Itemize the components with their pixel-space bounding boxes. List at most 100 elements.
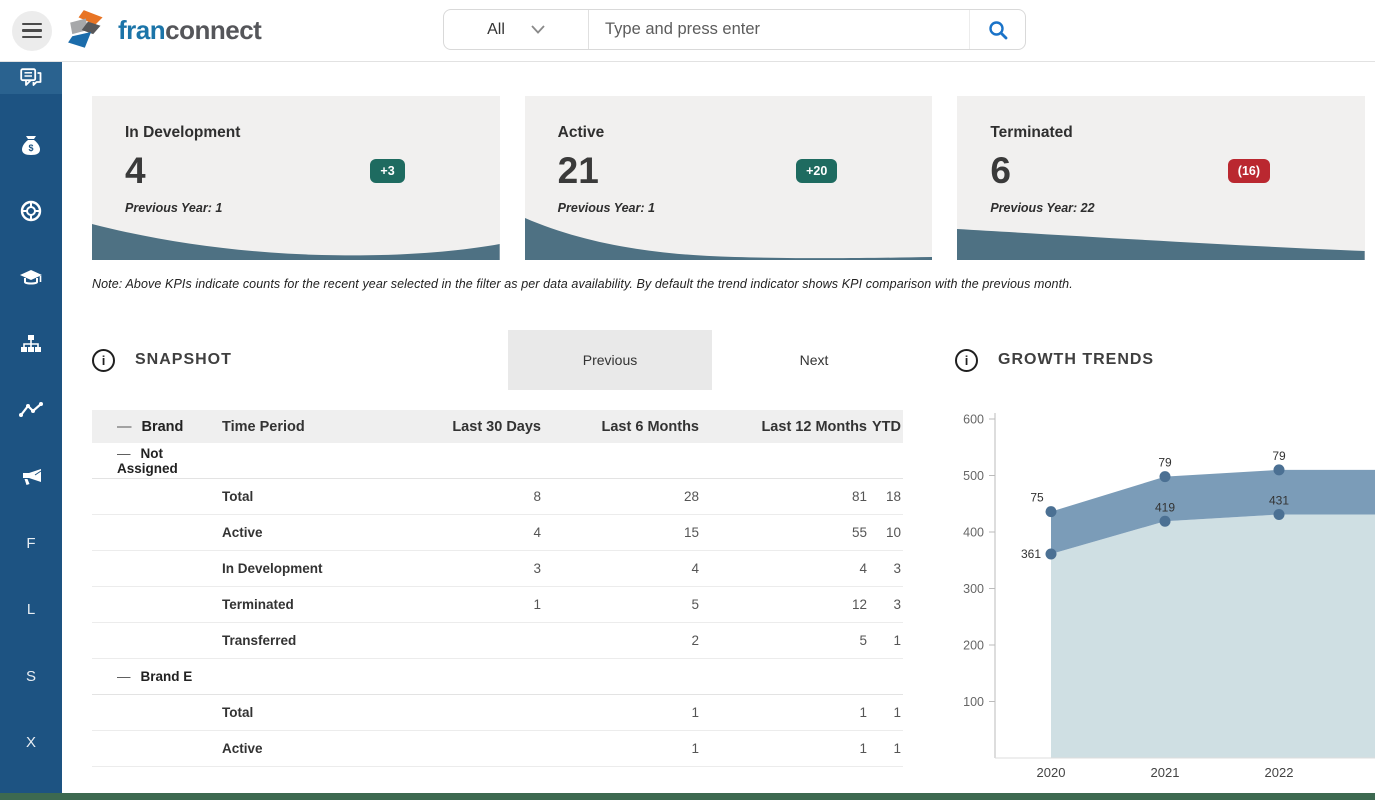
franconnect-logo[interactable]: franconnect: [66, 9, 261, 53]
life-ring-icon: [20, 200, 42, 222]
sidebar-letter: S: [26, 668, 36, 685]
search-icon[interactable]: [969, 10, 1025, 49]
time-period-label: Active: [220, 525, 388, 540]
sidebar-item-training[interactable]: [0, 261, 62, 293]
sidebar-item-finance[interactable]: $: [0, 128, 62, 160]
sidebar-letter: F: [26, 535, 35, 552]
x-tick-label: 2020: [1037, 765, 1066, 780]
table-value: 1: [701, 741, 869, 756]
data-point: [1274, 509, 1285, 520]
collapse-group-icon[interactable]: —: [117, 669, 131, 684]
snapshot-table-body: —Not AssignedTotal8288118Active4155510In…: [92, 443, 903, 767]
table-row: Active4155510: [92, 515, 903, 551]
kpi-note: Note: Above KPIs indicate counts for the…: [92, 277, 1375, 291]
column-header-last-12-months: Last 12 Months: [701, 419, 869, 435]
kpi-card-terminated: Terminated 6 (16) Previous Year: 22: [957, 96, 1365, 260]
data-point: [1046, 506, 1057, 517]
table-value: 15: [543, 525, 701, 540]
snapshot-title: SNAPSHOT: [135, 351, 232, 369]
table-value: 12: [701, 597, 869, 612]
sidebar-item-f[interactable]: F: [0, 527, 62, 559]
table-value: 4: [388, 525, 543, 540]
previous-button[interactable]: Previous: [508, 330, 712, 390]
time-period-label: Transferred: [220, 633, 388, 648]
data-point-label: 79: [1158, 456, 1172, 470]
collapse-group-icon[interactable]: —: [117, 446, 131, 461]
graduation-cap-icon: [19, 269, 43, 287]
snapshot-table: —Brand Time Period Last 30 Days Last 6 M…: [92, 410, 903, 767]
chevron-down-icon: [531, 25, 545, 34]
table-row: Terminated15123: [92, 587, 903, 623]
svg-text:$: $: [28, 143, 33, 153]
logo-wordmark: franconnect: [118, 15, 261, 46]
sidebar-item-s[interactable]: S: [0, 660, 62, 692]
global-search: All: [443, 9, 1026, 50]
table-value: 10: [869, 525, 903, 540]
money-bag-icon: $: [21, 134, 41, 156]
sidebar-item-hierarchy[interactable]: [0, 328, 62, 360]
table-row: In Development3443: [92, 551, 903, 587]
table-row: Total111: [92, 695, 903, 731]
column-header-last-30-days: Last 30 Days: [388, 419, 543, 435]
sidebar-item-l[interactable]: L: [0, 594, 62, 626]
snapshot-section: i SNAPSHOT Previous Next —Brand Time Per…: [92, 330, 916, 790]
sidebar-letter: X: [26, 734, 36, 751]
table-value: 1: [869, 741, 903, 756]
y-tick-label: 500: [963, 469, 984, 483]
table-value: 1: [701, 705, 869, 720]
table-group-row[interactable]: —Not Assigned: [92, 443, 903, 479]
table-value: 4: [543, 561, 701, 576]
search-input[interactable]: [589, 10, 969, 49]
time-period-label: Active: [220, 741, 388, 756]
x-tick-label: 2021: [1151, 765, 1180, 780]
table-row: Active111: [92, 731, 903, 767]
table-value: 55: [701, 525, 869, 540]
table-value: 5: [701, 633, 869, 648]
y-tick-label: 600: [963, 413, 984, 427]
y-tick-label: 400: [963, 526, 984, 540]
kpi-title: Active: [525, 96, 933, 142]
main-content: In Development 4 +3 Previous Year: 1 Act…: [62, 62, 1375, 793]
table-value: 8: [388, 489, 543, 504]
sidebar-item-performance[interactable]: [0, 394, 62, 426]
table-value: 1: [869, 633, 903, 648]
table-value: 4: [701, 561, 869, 576]
sidebar-item-messages[interactable]: [0, 62, 62, 94]
next-button[interactable]: Next: [712, 330, 916, 390]
table-value: 3: [388, 561, 543, 576]
table-value: 1: [543, 705, 701, 720]
info-icon[interactable]: i: [955, 349, 978, 372]
y-tick-label: 300: [963, 582, 984, 596]
table-value: 3: [869, 561, 903, 576]
search-category-value: All: [487, 21, 505, 39]
group-brand-name: Brand E: [141, 669, 193, 684]
time-period-label: Terminated: [220, 597, 388, 612]
data-point-label: 361: [1021, 547, 1041, 561]
table-group-row[interactable]: — Brand E: [92, 659, 903, 695]
kpi-wave-graphic: [525, 206, 933, 260]
collapse-all-icon[interactable]: —: [117, 419, 132, 435]
data-point: [1046, 549, 1057, 560]
kpi-value: 4: [125, 152, 146, 189]
table-value: 5: [543, 597, 701, 612]
kpi-card-active: Active 21 +20 Previous Year: 1: [525, 96, 933, 260]
sidebar-item-support[interactable]: [0, 195, 62, 227]
column-header-time-period: Time Period: [220, 419, 388, 435]
trend-line-icon: [19, 402, 43, 418]
franconnect-logo-icon: [66, 9, 112, 53]
table-value: 28: [543, 489, 701, 504]
search-category-select[interactable]: All: [444, 10, 589, 49]
sidebar-item-x[interactable]: X: [0, 727, 62, 759]
snapshot-table-header: —Brand Time Period Last 30 Days Last 6 M…: [92, 410, 903, 443]
table-value: 2: [543, 633, 701, 648]
sidebar-item-announcements[interactable]: [0, 461, 62, 493]
left-sidebar: $: [0, 62, 62, 793]
hamburger-menu-icon[interactable]: [12, 11, 52, 51]
info-icon[interactable]: i: [92, 349, 115, 372]
kpi-wave-graphic: [92, 206, 500, 260]
table-value: 81: [701, 489, 869, 504]
x-tick-label: 2022: [1265, 765, 1294, 780]
kpi-card-in-development: In Development 4 +3 Previous Year: 1: [92, 96, 500, 260]
y-tick-label: 100: [963, 695, 984, 709]
snapshot-pager: Previous Next: [508, 330, 916, 390]
